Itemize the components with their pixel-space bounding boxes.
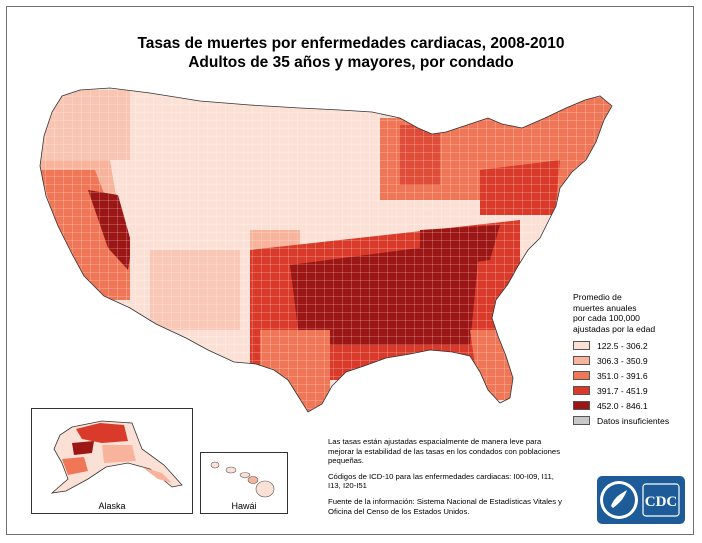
legend-item: Datos insuficientes (573, 413, 693, 428)
alaska-west-region (62, 457, 88, 475)
legend-swatch (573, 386, 590, 395)
maui-shape (247, 476, 259, 484)
note-icd-codes: Códigos de ICD-10 para las enfermedades … (328, 471, 554, 491)
legend-swatch (573, 416, 590, 425)
kauai-shape (210, 461, 220, 469)
alaska-inset: Alaska (31, 408, 193, 514)
legend-item: 306.3 - 350.9 (573, 353, 693, 368)
legend-label: 122.5 - 306.2 (597, 340, 648, 351)
legend-title-line: ajustadas por la edad (573, 323, 656, 334)
county-boundaries (40, 88, 612, 412)
alaska-label: Alaska (98, 501, 126, 511)
oahu-shape (225, 466, 237, 474)
molokai-shape (239, 472, 251, 478)
legend-label: 306.3 - 350.9 (597, 355, 648, 366)
legend-item: 122.5 - 306.2 (573, 338, 693, 353)
note-source: Fuente de la información: Sistema Nacion… (328, 496, 563, 516)
hawaii-label: Hawái (231, 501, 257, 511)
legend-title-line: Promedio de (573, 292, 622, 302)
hawaii-map (210, 461, 275, 498)
legend-items: 122.5 - 306.2 306.3 - 350.9 351.0 - 391.6 3… (573, 338, 693, 428)
legend-swatch (573, 401, 590, 410)
legend-title-line: muertes anuales (573, 302, 637, 313)
us-outline (39, 87, 613, 413)
map-title-line1: Tasas de muertes por enfermedades cardia… (137, 35, 565, 52)
legend-swatch (573, 356, 590, 365)
map-fill-group (40, 88, 612, 412)
map-frame (6, 6, 694, 535)
legend-item: 351.0 - 391.6 (573, 368, 693, 383)
hhs-eagle-icon (611, 490, 627, 508)
map-title-line2: Adultos de 35 años y mayores, por condad… (188, 54, 514, 71)
legend-label: 351.0 - 391.6 (597, 370, 648, 381)
legend-item: 452.0 - 846.1 (573, 398, 693, 413)
note-adjustment: Las tasas están ajustadas espacialmente … (328, 437, 561, 466)
hawaii-inset: Hawái (200, 452, 288, 514)
legend-label: 391.7 - 451.9 (597, 385, 648, 396)
legend-title: Promedio de muertes anuales por cada 100… (573, 292, 693, 334)
alaska-map (50, 420, 183, 494)
big-island-shape (255, 480, 275, 498)
alaska-northwest-region (72, 441, 94, 455)
legend-swatch (573, 341, 590, 350)
alaska-north-region (76, 423, 128, 443)
legend: Promedio de muertes anuales por cada 100… (573, 292, 693, 428)
alaska-interior-region (102, 445, 136, 463)
cdc-logo-box (642, 483, 680, 517)
legend-label: Datos insuficientes (597, 415, 670, 426)
notes: Las tasas están ajustadas espacialmente … (328, 437, 563, 522)
logos: CDC (597, 476, 685, 524)
map-title: Tasas de muertes por enfermedades cardia… (0, 34, 702, 72)
cdc-logo-text: CDC (645, 494, 678, 510)
alaska-southeast-region (142, 467, 172, 483)
legend-item: 391.7 - 451.9 (573, 383, 693, 398)
legend-title-line: por cada 100,000 (573, 313, 640, 323)
legend-swatch (573, 371, 590, 380)
legend-label: 452.0 - 846.1 (597, 400, 648, 411)
